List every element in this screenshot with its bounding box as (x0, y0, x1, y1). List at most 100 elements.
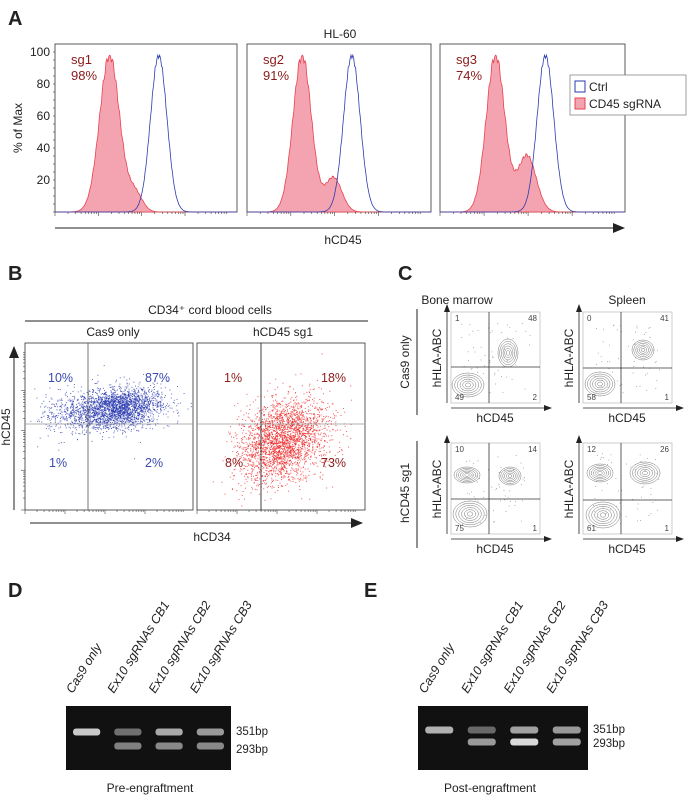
data-point (65, 404, 67, 406)
data-point (81, 417, 83, 419)
data-point (97, 394, 99, 396)
data-point (296, 470, 298, 472)
data-point (303, 432, 305, 434)
data-point (291, 447, 293, 449)
data-point (271, 474, 273, 476)
data-point (98, 397, 99, 399)
data-point (256, 466, 258, 467)
data-point (243, 442, 245, 444)
data-point (276, 443, 278, 445)
data-point (236, 419, 238, 420)
data-point (326, 452, 328, 454)
data-point (97, 418, 99, 420)
data-point (284, 459, 286, 461)
data-point (251, 478, 253, 480)
data-point (289, 435, 290, 437)
data-point (125, 421, 127, 423)
data-point (263, 467, 265, 469)
data-point (121, 403, 123, 405)
data-point (82, 410, 84, 412)
data-point (82, 419, 84, 421)
data-point (142, 400, 144, 402)
data-point (118, 396, 120, 398)
data-point (288, 479, 289, 481)
data-point (269, 420, 271, 422)
data-point (313, 418, 315, 420)
data-point (117, 430, 119, 432)
data-point (138, 391, 140, 393)
data-point (101, 409, 103, 411)
data-point (80, 390, 82, 392)
data-point (294, 442, 296, 444)
data-point (131, 393, 133, 395)
data-point (283, 458, 285, 460)
data-point (250, 419, 252, 421)
data-point (279, 438, 280, 440)
data-point (312, 439, 314, 440)
data-point (280, 425, 282, 427)
data-point (47, 416, 49, 418)
data-point (127, 409, 129, 411)
data-point (295, 440, 296, 442)
data-point (138, 399, 140, 401)
data-point (120, 415, 122, 416)
data-point (298, 434, 300, 436)
data-point (103, 410, 105, 412)
data-point (334, 415, 335, 417)
data-point (350, 385, 352, 387)
data-point (251, 428, 253, 430)
data-point (283, 432, 285, 434)
data-point (137, 389, 139, 391)
data-point (252, 461, 254, 463)
subplot-percent: 98% (71, 68, 97, 83)
data-point (309, 435, 311, 437)
data-point (126, 383, 128, 385)
data-point (304, 437, 306, 438)
data-point (145, 412, 147, 414)
data-point (282, 416, 283, 418)
data-point (105, 400, 107, 402)
data-point (292, 418, 294, 420)
data-point (327, 424, 329, 426)
data-point (312, 399, 313, 401)
data-point (289, 473, 291, 475)
data-point (258, 462, 260, 464)
data-point (138, 414, 140, 416)
data-point (45, 428, 47, 429)
data-point (233, 469, 235, 471)
data-point (171, 393, 173, 395)
data-point (145, 398, 147, 400)
data-point (162, 406, 164, 408)
data-point (292, 424, 294, 426)
data-point (271, 431, 273, 433)
data-point (292, 422, 294, 424)
data-point (252, 450, 254, 452)
data-point (129, 421, 131, 423)
data-point (306, 425, 308, 427)
data-point (98, 411, 99, 413)
data-point (122, 403, 124, 405)
data-point (69, 398, 71, 400)
subplot-label: sg2 (263, 52, 284, 67)
data-point (243, 424, 245, 426)
data-point (78, 433, 80, 435)
data-point (284, 467, 286, 468)
data-point (278, 414, 280, 416)
data-point (136, 424, 138, 426)
data-point (163, 403, 164, 405)
data-point (149, 409, 151, 410)
data-point (275, 406, 277, 408)
data-point (285, 409, 286, 411)
data-point (261, 429, 263, 431)
data-point (109, 405, 111, 407)
data-point (97, 389, 99, 391)
data-point (114, 417, 116, 419)
data-point (122, 418, 124, 420)
data-point (272, 464, 274, 466)
data-point (126, 397, 128, 399)
data-point (308, 410, 310, 412)
data-point (134, 393, 136, 395)
data-point (104, 409, 106, 411)
data-point (240, 456, 242, 458)
data-point (245, 433, 247, 434)
